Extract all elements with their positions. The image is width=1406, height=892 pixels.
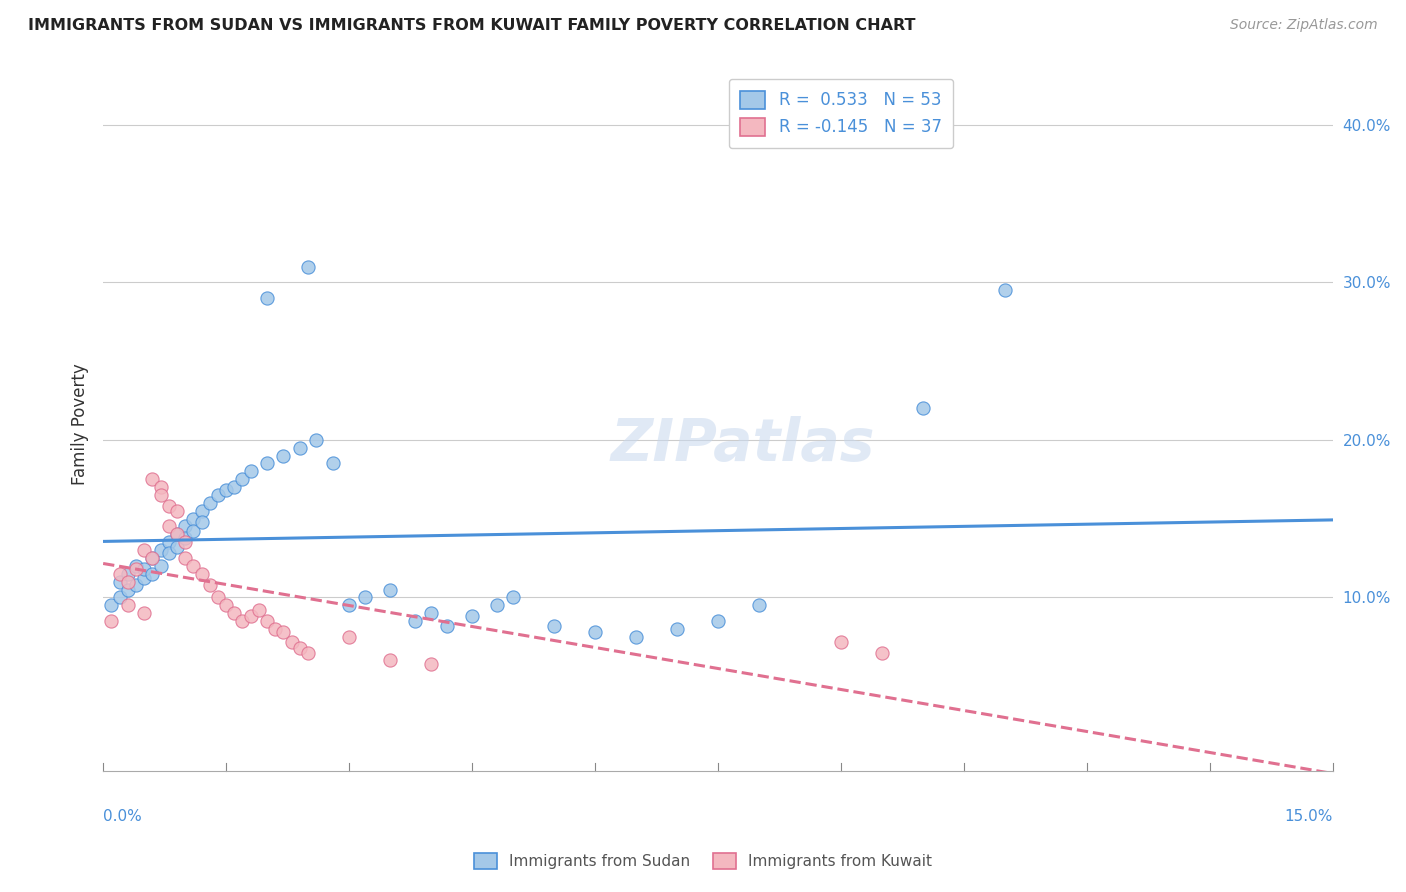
Point xyxy=(239,464,262,478)
Point xyxy=(247,603,270,617)
Point xyxy=(198,578,221,592)
Point xyxy=(502,591,524,605)
Point xyxy=(190,566,212,581)
Point xyxy=(190,515,212,529)
Point xyxy=(239,609,262,624)
Legend: Immigrants from Sudan, Immigrants from Kuwait: Immigrants from Sudan, Immigrants from K… xyxy=(468,847,938,875)
Point xyxy=(174,535,197,549)
Y-axis label: Family Poverty: Family Poverty xyxy=(72,363,89,485)
Point xyxy=(157,499,180,513)
Point xyxy=(157,519,180,533)
Point xyxy=(583,625,606,640)
Point xyxy=(461,609,484,624)
Point xyxy=(624,630,647,644)
Point xyxy=(134,562,156,576)
Point xyxy=(264,622,287,636)
Point xyxy=(305,433,328,447)
Point xyxy=(117,566,139,581)
Point xyxy=(125,562,148,576)
Point xyxy=(256,291,278,305)
Point xyxy=(354,591,377,605)
Point xyxy=(436,619,458,633)
Point xyxy=(117,574,139,589)
Point xyxy=(280,634,302,648)
Point xyxy=(748,599,770,613)
Point xyxy=(420,606,443,620)
Point xyxy=(256,614,278,628)
Point xyxy=(994,283,1017,297)
Point xyxy=(273,449,295,463)
Point xyxy=(108,591,131,605)
Point xyxy=(166,540,188,554)
Point xyxy=(149,543,172,558)
Point xyxy=(166,527,188,541)
Point xyxy=(207,488,229,502)
Point xyxy=(288,441,311,455)
Point xyxy=(134,606,156,620)
Point xyxy=(665,622,688,636)
Point xyxy=(224,606,246,620)
Point xyxy=(297,646,319,660)
Text: Source: ZipAtlas.com: Source: ZipAtlas.com xyxy=(1230,18,1378,32)
Point xyxy=(149,558,172,573)
Point xyxy=(117,599,139,613)
Point xyxy=(707,614,730,628)
Point xyxy=(190,504,212,518)
Point xyxy=(117,582,139,597)
Point xyxy=(174,531,197,545)
Point xyxy=(157,535,180,549)
Point xyxy=(870,646,893,660)
Point xyxy=(125,578,148,592)
Point xyxy=(149,488,172,502)
Point xyxy=(181,511,204,525)
Point xyxy=(100,599,122,613)
Point xyxy=(166,504,188,518)
Point xyxy=(108,566,131,581)
Point xyxy=(231,472,253,486)
Point xyxy=(404,614,426,628)
Point xyxy=(322,457,344,471)
Point xyxy=(830,634,852,648)
Point xyxy=(134,543,156,558)
Point xyxy=(125,558,148,573)
Point xyxy=(141,551,163,566)
Point xyxy=(297,260,319,274)
Point xyxy=(273,625,295,640)
Text: IMMIGRANTS FROM SUDAN VS IMMIGRANTS FROM KUWAIT FAMILY POVERTY CORRELATION CHART: IMMIGRANTS FROM SUDAN VS IMMIGRANTS FROM… xyxy=(28,18,915,33)
Point xyxy=(174,519,197,533)
Point xyxy=(141,566,163,581)
Text: ZIPatlas: ZIPatlas xyxy=(610,417,875,474)
Point xyxy=(141,551,163,566)
Point xyxy=(141,472,163,486)
Point xyxy=(215,599,238,613)
Point xyxy=(420,657,443,671)
Point xyxy=(108,574,131,589)
Point xyxy=(174,551,197,566)
Point xyxy=(543,619,565,633)
Point xyxy=(181,558,204,573)
Point xyxy=(207,591,229,605)
Point xyxy=(198,496,221,510)
Point xyxy=(149,480,172,494)
Point xyxy=(134,572,156,586)
Point xyxy=(231,614,253,628)
Point xyxy=(485,599,508,613)
Point xyxy=(378,653,401,667)
Point xyxy=(378,582,401,597)
Point xyxy=(337,630,360,644)
Point xyxy=(181,524,204,539)
Point xyxy=(256,457,278,471)
Point xyxy=(157,546,180,560)
Point xyxy=(911,401,934,416)
Point xyxy=(166,527,188,541)
Point xyxy=(337,599,360,613)
Point xyxy=(100,614,122,628)
Text: 0.0%: 0.0% xyxy=(103,809,142,824)
Point xyxy=(215,483,238,498)
Text: 15.0%: 15.0% xyxy=(1285,809,1333,824)
Legend: R =  0.533   N = 53, R = -0.145   N = 37: R = 0.533 N = 53, R = -0.145 N = 37 xyxy=(728,78,953,148)
Point xyxy=(288,640,311,655)
Point xyxy=(224,480,246,494)
